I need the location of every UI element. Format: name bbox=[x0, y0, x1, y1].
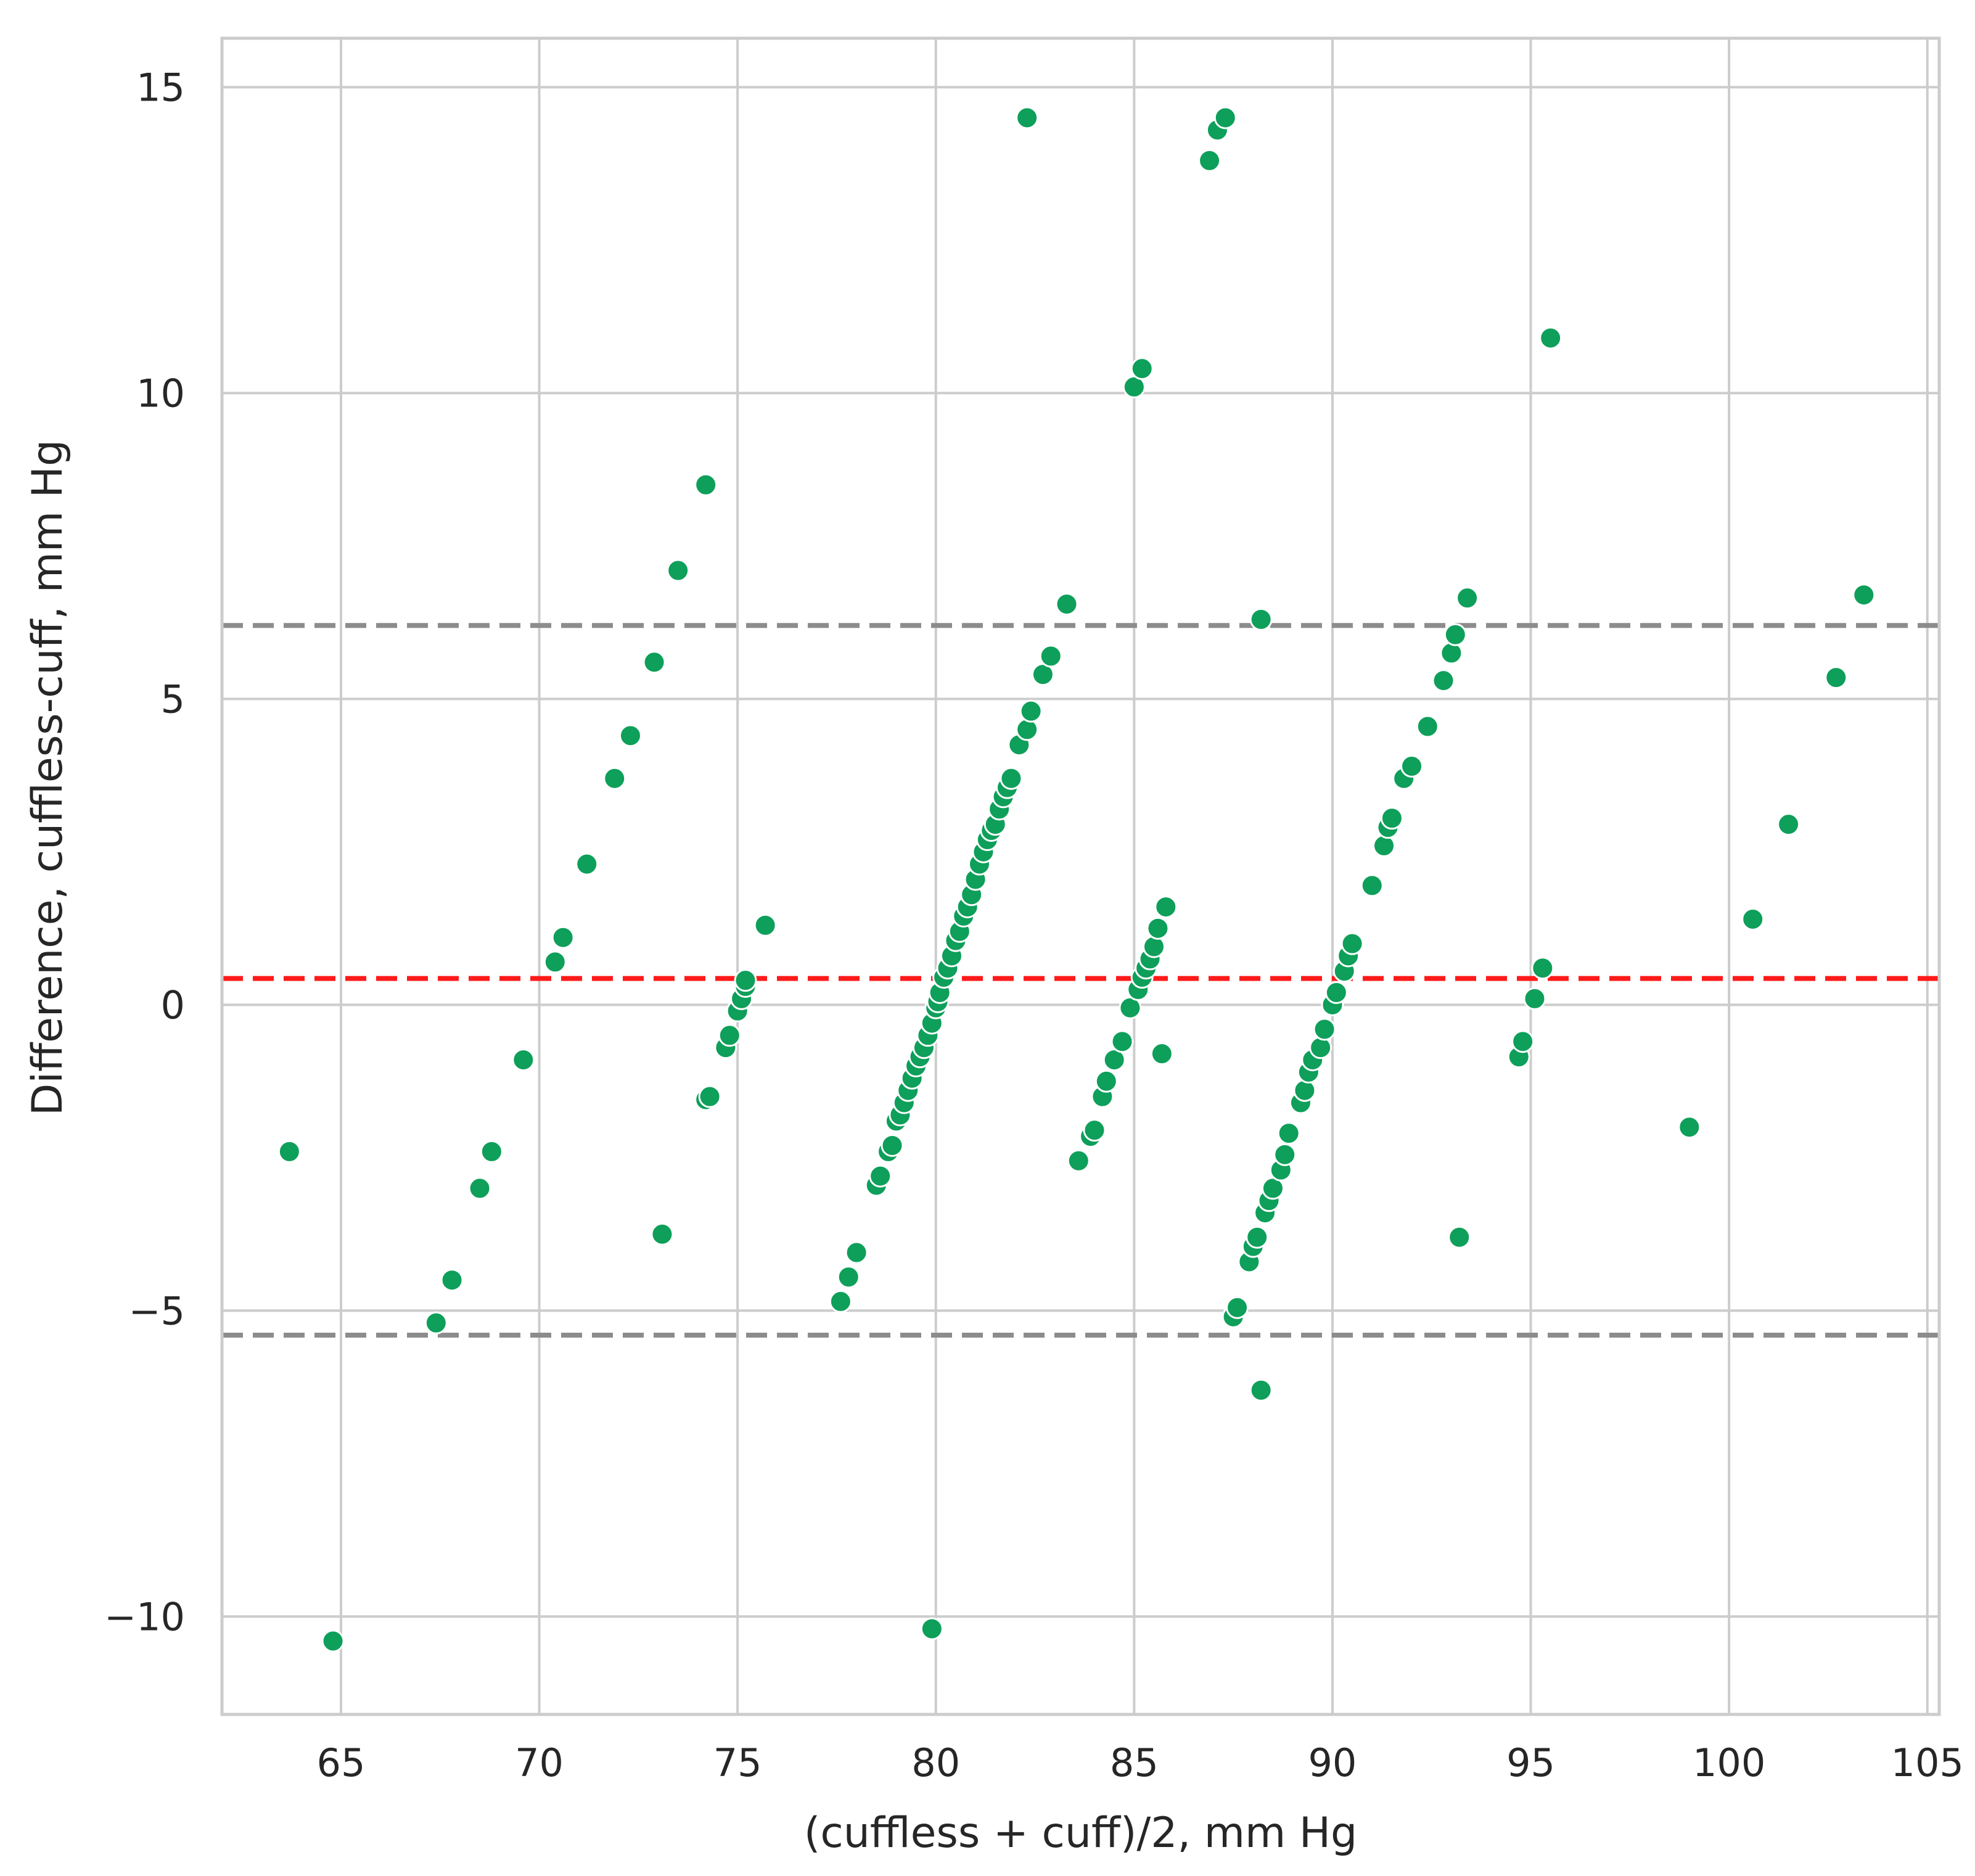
x-tick-label: 80 bbox=[911, 1740, 960, 1785]
data-point bbox=[1249, 1378, 1273, 1402]
data-point bbox=[1019, 699, 1043, 723]
data-point bbox=[1448, 1225, 1471, 1249]
data-point bbox=[1213, 106, 1237, 130]
data-point bbox=[1000, 767, 1023, 790]
y-tick-label: 5 bbox=[161, 677, 185, 722]
x-tick-label: 75 bbox=[713, 1740, 762, 1785]
data-point bbox=[1016, 718, 1039, 741]
data-point bbox=[1511, 1030, 1535, 1053]
data-point bbox=[1067, 1149, 1090, 1172]
x-tick-label: 95 bbox=[1506, 1740, 1555, 1785]
data-point bbox=[618, 724, 642, 747]
y-tick-label: 15 bbox=[136, 65, 185, 110]
x-tick-labels: 65 70 75 80 85 90 95 100 105 bbox=[317, 1740, 1964, 1785]
data-point bbox=[845, 1241, 868, 1264]
data-point bbox=[1523, 987, 1546, 1010]
data-point bbox=[424, 1311, 448, 1335]
data-point bbox=[1150, 1042, 1173, 1066]
data-point bbox=[468, 1177, 491, 1200]
data-point bbox=[551, 926, 575, 949]
data-point bbox=[1360, 874, 1384, 897]
x-tick-label: 105 bbox=[1891, 1740, 1964, 1785]
data-point bbox=[1293, 1079, 1316, 1102]
y-tick-labels: −10 −5 0 5 10 15 bbox=[104, 65, 185, 1639]
x-tick-label: 100 bbox=[1693, 1740, 1765, 1785]
reference-lines bbox=[222, 623, 1939, 1338]
data-point bbox=[1130, 357, 1154, 381]
data-point bbox=[1777, 813, 1800, 836]
grid-lines bbox=[222, 38, 1939, 1714]
data-point bbox=[1531, 957, 1554, 980]
data-point bbox=[1226, 1296, 1249, 1319]
data-point bbox=[1154, 895, 1178, 919]
y-tick-label: 10 bbox=[136, 371, 185, 416]
data-point bbox=[1678, 1116, 1701, 1139]
data-point bbox=[753, 913, 777, 937]
data-point bbox=[734, 969, 757, 992]
data-point bbox=[1313, 1018, 1336, 1041]
data-point bbox=[543, 950, 567, 974]
y-axis-label: Difference, cuffless-cuff, mm Hg bbox=[23, 440, 72, 1116]
data-point bbox=[1016, 106, 1039, 130]
data-point bbox=[1341, 932, 1364, 955]
data-point bbox=[1055, 593, 1078, 616]
data-point bbox=[1146, 916, 1170, 940]
data-points bbox=[277, 106, 1876, 1653]
data-point bbox=[667, 559, 690, 582]
y-tick-label: −5 bbox=[129, 1288, 185, 1333]
data-point bbox=[321, 1629, 345, 1653]
data-point bbox=[1440, 641, 1463, 665]
x-tick-label: 90 bbox=[1308, 1740, 1357, 1785]
data-point bbox=[1309, 1036, 1332, 1059]
data-point bbox=[1039, 644, 1062, 668]
y-tick-label: −10 bbox=[104, 1594, 185, 1639]
data-point bbox=[1273, 1143, 1297, 1166]
data-point bbox=[1198, 149, 1222, 172]
data-point bbox=[1380, 807, 1403, 830]
data-point bbox=[881, 1133, 904, 1157]
data-point bbox=[1083, 1119, 1106, 1142]
data-point bbox=[1852, 583, 1876, 607]
x-axis-label: (cuffless + cuff)/2, mm Hg bbox=[804, 1809, 1357, 1857]
data-point bbox=[1246, 1225, 1269, 1249]
data-point bbox=[480, 1140, 503, 1163]
data-point bbox=[277, 1140, 301, 1163]
data-point bbox=[440, 1269, 464, 1292]
data-point bbox=[1456, 586, 1479, 610]
x-tick-label: 85 bbox=[1110, 1740, 1159, 1785]
data-point bbox=[512, 1048, 535, 1072]
data-point bbox=[643, 651, 666, 674]
data-point bbox=[869, 1164, 892, 1188]
data-point bbox=[1432, 669, 1455, 693]
data-point bbox=[1539, 326, 1562, 350]
data-point bbox=[837, 1265, 860, 1289]
x-tick-label: 70 bbox=[515, 1740, 564, 1785]
data-point bbox=[1741, 907, 1765, 931]
data-point bbox=[1400, 754, 1424, 778]
plot-frame bbox=[220, 36, 1941, 1716]
data-point bbox=[1111, 1030, 1134, 1053]
data-point bbox=[603, 767, 626, 790]
data-point bbox=[1142, 935, 1165, 958]
data-point bbox=[698, 1085, 721, 1108]
data-point bbox=[1324, 981, 1348, 1004]
data-point bbox=[920, 1617, 943, 1640]
data-point bbox=[1373, 834, 1396, 857]
x-tick-label: 65 bbox=[317, 1740, 366, 1785]
data-point bbox=[829, 1290, 852, 1313]
data-point bbox=[651, 1222, 674, 1246]
y-tick-label: 0 bbox=[161, 982, 185, 1027]
data-point bbox=[1249, 607, 1273, 631]
data-point bbox=[1443, 623, 1467, 646]
data-point bbox=[1825, 666, 1848, 689]
data-point bbox=[575, 852, 599, 876]
data-point bbox=[694, 473, 718, 496]
data-point bbox=[1416, 715, 1439, 738]
data-point bbox=[1277, 1122, 1300, 1145]
data-point bbox=[718, 1024, 741, 1047]
data-point bbox=[1094, 1069, 1118, 1093]
